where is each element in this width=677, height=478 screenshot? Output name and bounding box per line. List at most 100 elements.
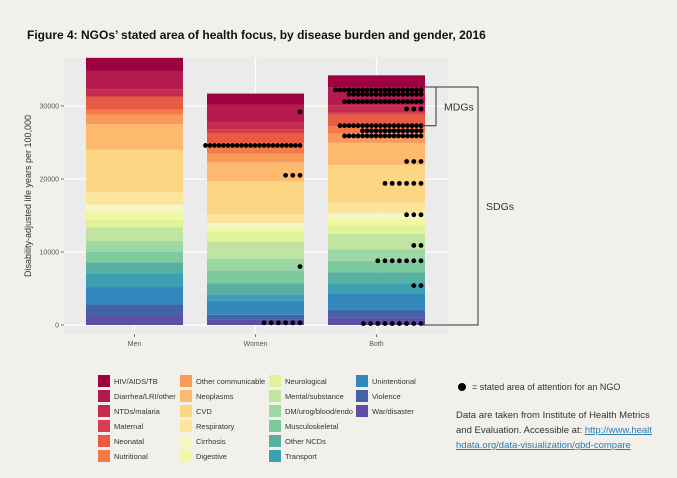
legend-item: HIV/AIDS/TB <box>98 374 158 388</box>
ngo-dot <box>268 320 274 326</box>
bar-segment <box>207 162 304 182</box>
ngo-dot <box>360 91 365 97</box>
ngo-dot <box>396 133 401 139</box>
ngo-dot <box>405 99 410 105</box>
ngo-dot <box>418 128 424 134</box>
legend-item: Other NCDs <box>269 434 326 448</box>
legend-swatch <box>269 435 281 447</box>
bar-segment <box>207 300 304 315</box>
ngo-dot <box>404 212 409 218</box>
ngo-dot <box>382 133 388 139</box>
legend-item: DM/urog/blood/endo <box>269 404 353 418</box>
ngo-dot <box>342 133 347 139</box>
ngo-dot <box>360 128 365 134</box>
bar-segment <box>207 181 304 215</box>
ngo-dot <box>418 243 424 248</box>
ngo-dot <box>275 143 280 148</box>
ngo-dot <box>409 133 415 139</box>
y-axis: 0 10000 20000 30000 <box>40 104 64 330</box>
ngo-dot <box>391 128 397 134</box>
bar-segment <box>328 317 425 325</box>
ngo-dot <box>378 87 383 93</box>
ngo-dot <box>360 123 365 129</box>
ngo-dot <box>297 143 303 148</box>
dot-key: = stated area of attention for an NGO <box>458 382 620 392</box>
ngo-dot <box>391 91 397 97</box>
ngo-dot <box>414 87 419 93</box>
legend-item: Neonatal <box>98 434 144 448</box>
bar-segment <box>207 232 304 242</box>
ngo-dot <box>396 99 401 105</box>
bar-segment <box>207 294 304 301</box>
bracket-label: MDGs <box>444 101 474 113</box>
legend-label: Transport <box>285 451 317 461</box>
ngo-dot <box>257 143 262 148</box>
ngo-dot <box>400 123 406 129</box>
bar-segment <box>328 105 425 113</box>
legend-label: Other communicable <box>196 376 266 386</box>
legend-item: Nutritional <box>98 449 148 463</box>
ngo-dot <box>369 99 374 105</box>
legend-label: Neonatal <box>114 436 145 446</box>
bar-segment <box>86 124 183 150</box>
legend-swatch <box>180 450 192 462</box>
ngo-dot <box>411 212 417 218</box>
ngo-dot <box>414 99 419 105</box>
legend-swatch <box>269 420 281 432</box>
ngo-dot <box>404 180 409 186</box>
ngo-dot <box>207 143 213 148</box>
ngo-dot <box>400 91 406 97</box>
ngo-dot <box>378 133 383 139</box>
bar-segment <box>328 272 425 284</box>
ngo-dot <box>373 128 379 134</box>
ngo-dot <box>418 159 424 164</box>
legend-item: Violence <box>356 389 401 403</box>
legend-swatch <box>269 450 281 462</box>
legend-item: Neoplasms <box>180 389 234 403</box>
ngo-dot <box>375 321 381 326</box>
legend-label: DM/urog/blood/endo <box>285 406 353 416</box>
y-tick-label: 0 <box>55 323 59 330</box>
legend-swatch <box>269 375 281 387</box>
legend-label: CVD <box>196 406 212 416</box>
ngo-dot <box>409 87 415 93</box>
bar-segment <box>328 309 425 318</box>
y-tick-label: 30000 <box>40 104 60 111</box>
x-tick-label: Both <box>369 341 384 348</box>
ngo-dot <box>409 123 415 129</box>
ngo-dot <box>364 133 370 139</box>
bar-segment <box>207 122 304 130</box>
bar-segment <box>86 204 183 212</box>
bar-segment <box>328 283 425 294</box>
bar-segment <box>86 57 183 71</box>
ngo-dot <box>261 320 267 326</box>
legend-swatch <box>356 405 368 417</box>
ngo-dot <box>283 320 288 326</box>
legend-swatch <box>356 390 368 402</box>
ngo-dot <box>414 133 419 139</box>
ngo-dot <box>382 99 388 105</box>
ngo-dot <box>411 258 417 264</box>
ngo-dot <box>405 128 410 134</box>
ngo-dot <box>293 143 298 148</box>
source-link[interactable]: http://www.healthdata.org/data-visualiza… <box>456 425 652 451</box>
ngo-dot <box>297 264 303 269</box>
legend-label: Cirrhosis <box>196 436 226 446</box>
ngo-dot <box>404 159 409 164</box>
ngo-dot <box>369 133 374 139</box>
bracket-label: SDGs <box>486 201 514 213</box>
ngo-dot <box>290 320 296 326</box>
ngo-dot <box>355 87 361 93</box>
ngo-dot <box>411 243 417 248</box>
ngo-dot <box>396 87 401 93</box>
bar-segment <box>328 249 425 261</box>
legend-label: Respiratory <box>196 421 235 431</box>
ngo-dot <box>373 99 379 105</box>
ngo-dot <box>333 87 338 93</box>
legend-label: NTDs/malaria <box>114 406 160 416</box>
ngo-dot <box>373 133 379 139</box>
ngo-dot <box>342 99 347 105</box>
ngo-dot <box>418 133 424 139</box>
ngo-dot <box>297 109 303 115</box>
bar-segment <box>86 262 183 274</box>
